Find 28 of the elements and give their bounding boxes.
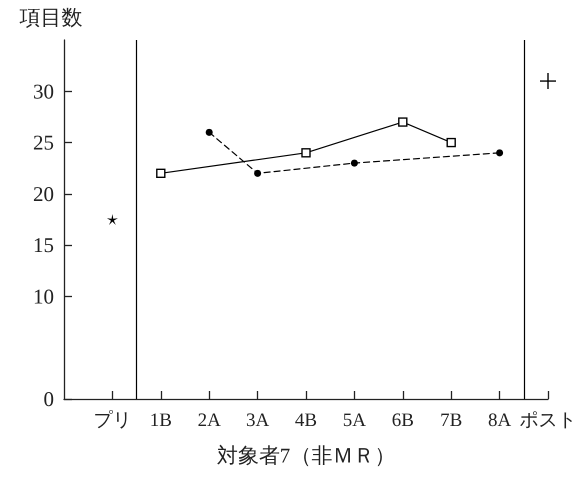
x-tick-label: 2A [198,410,222,431]
y-tick-label: 0 [44,387,54,411]
point [254,170,262,177]
y-tick-label: 25 [33,130,54,155]
y-tick-label: 15 [33,233,54,258]
x-tick-label: 1B [150,410,172,431]
x-tick-label: 8A [488,410,512,431]
x-tick-label: 6B [392,410,414,431]
point [496,149,504,156]
point [446,138,456,148]
point [206,128,213,136]
point [539,72,557,90]
x-tick-label: プリ [93,410,132,431]
y-tick-label: 30 [33,79,54,104]
point [301,148,311,158]
point [350,160,358,167]
x-tick-label: ポスト [520,410,576,431]
x-tick-label: 5A [342,410,366,431]
y-tick-label: 10 [33,284,54,308]
point [398,117,408,127]
x-tick-label: 7B [440,410,462,431]
y-axis-title: 項目数 [18,6,82,30]
x-axis-title: 対象者7（非ＭＲ） [216,444,396,468]
point [156,168,166,178]
x-tick-label: 3A [246,410,270,431]
y-tick-label: 20 [33,182,54,206]
point [106,214,118,225]
x-tick-label: 4B [294,410,318,431]
